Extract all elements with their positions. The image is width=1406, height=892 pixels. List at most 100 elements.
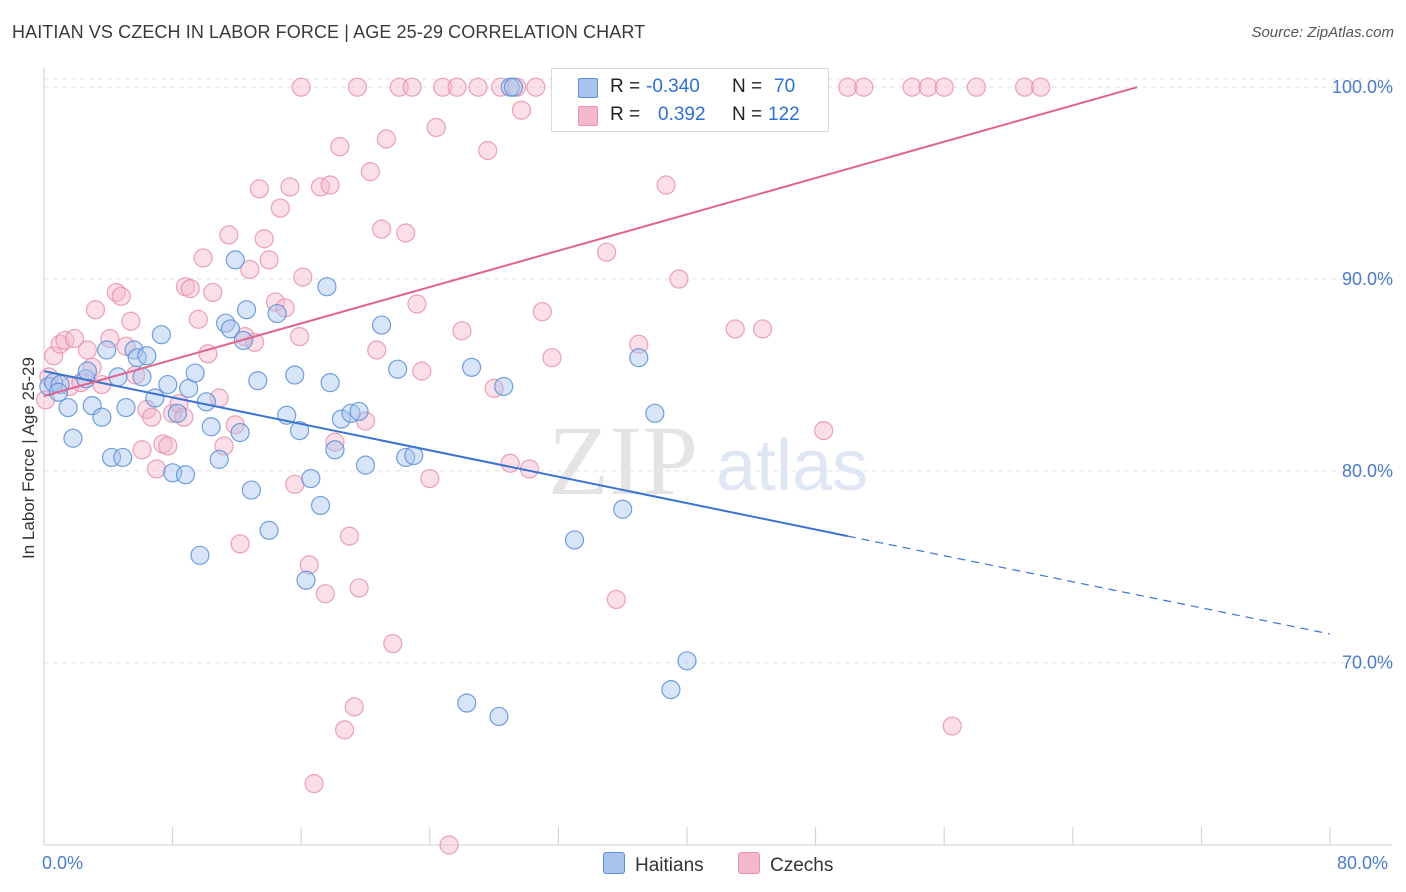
haitians-point	[457, 693, 477, 713]
correlation-legend: R = -0.340 N = 70 R = 0.392 N = 122	[551, 68, 829, 132]
czechs-point	[1014, 77, 1035, 97]
bottom-legend-label-czechs: Czechs	[770, 855, 834, 876]
czechs-point	[542, 348, 562, 368]
trend-lines	[43, 86, 1331, 635]
bottom-legend-czechs: Czechs	[738, 852, 833, 877]
czechs-point	[163, 403, 183, 423]
chart-title: HAITIAN VS CZECH IN LABOR FORCE | AGE 25…	[12, 22, 646, 42]
czechs-point	[752, 319, 773, 339]
bottom-legend-swatch-haitians	[603, 852, 625, 874]
czechs-point	[447, 77, 467, 97]
haitians-point	[489, 706, 509, 727]
watermark: ZIP atlas	[548, 405, 868, 516]
czechs-point	[188, 309, 208, 329]
bottom-legend-haitians: Haitians	[603, 852, 704, 877]
haitians-point	[677, 651, 697, 671]
czechs-point	[383, 633, 403, 654]
czechs-point	[1031, 77, 1051, 97]
czechs-point	[854, 77, 874, 97]
haitians-point	[167, 403, 188, 423]
czechs-point	[289, 326, 310, 347]
czechs-point	[64, 328, 85, 349]
haitians-point	[259, 520, 279, 540]
czechs-point	[280, 177, 300, 197]
czechs-point	[426, 117, 446, 138]
haitians-point	[113, 447, 133, 468]
czechs-point	[132, 440, 152, 460]
legend-swatch-haitians	[578, 78, 598, 98]
haitians-point	[196, 392, 216, 412]
haitians-point	[241, 480, 261, 500]
haitians-point	[236, 300, 257, 320]
haitians-point	[310, 495, 331, 516]
czechs-point	[146, 459, 167, 479]
y-tick-labels: 70.0% 80.0% 90.0% 100.0%	[1332, 77, 1393, 673]
haitians-point	[629, 348, 649, 368]
czechs-point	[966, 77, 986, 97]
y-tick-label: 70.0%	[1342, 653, 1393, 673]
haitians-point	[209, 449, 229, 469]
haitians-point	[201, 417, 221, 437]
y-tick-label: 100.0%	[1332, 77, 1393, 97]
czechs-point	[934, 77, 954, 97]
czechs-point	[918, 77, 938, 97]
czechs-points	[36, 77, 1051, 855]
haitians-point	[185, 363, 205, 383]
axes	[43, 68, 1392, 846]
legend-n-value: 122	[768, 104, 800, 125]
haitians-point	[50, 374, 70, 395]
czechs-point	[77, 340, 98, 360]
haitians-point	[325, 440, 345, 460]
haitians-trend-extension	[847, 535, 1331, 635]
czechs-point	[814, 421, 834, 441]
haitians-point	[371, 315, 392, 335]
legend-n-label: N =	[732, 76, 763, 97]
haitians-point	[349, 401, 369, 422]
czechs-point	[270, 198, 290, 218]
czechs-point	[293, 267, 313, 287]
czechs-point	[291, 77, 311, 97]
haitians-point	[289, 421, 310, 441]
czechs-point	[55, 330, 75, 351]
legend-r-value: -0.340	[646, 76, 700, 97]
czechs-point	[285, 474, 305, 494]
haitians-point	[137, 346, 157, 366]
legend-row-haitians: R = -0.340 N = 70	[552, 73, 828, 101]
haitians-point	[396, 447, 416, 468]
czechs-point	[85, 300, 106, 320]
czechs-point	[360, 162, 380, 182]
haitians-point	[317, 277, 337, 297]
czechs-point	[838, 77, 858, 97]
haitians-trend-line	[43, 370, 848, 538]
czechs-point	[349, 578, 369, 598]
czechs-point	[407, 294, 427, 314]
haitians-point	[63, 428, 83, 448]
haitians-point	[320, 373, 340, 393]
czechs-point	[259, 250, 279, 270]
czechs-point	[347, 77, 368, 97]
czechs-point	[335, 720, 355, 740]
czechs-point	[111, 286, 131, 306]
haitians-point	[301, 468, 321, 489]
czechs-point	[902, 77, 922, 97]
haitians-point	[58, 397, 78, 418]
y-axis-label: In Labor Force | Age 25-29	[19, 357, 38, 559]
czechs-point	[240, 259, 260, 280]
czechs-point	[320, 175, 340, 195]
grid-lines	[44, 78, 1392, 664]
haitians-point	[461, 357, 482, 377]
haitians-point	[158, 374, 178, 395]
haitians-point	[101, 447, 122, 468]
legend-r-value: 0.392	[658, 104, 706, 125]
haitians-point	[190, 545, 210, 565]
haitians-point	[613, 499, 633, 519]
bottom-legend-swatch-czechs	[738, 852, 760, 874]
haitians-point	[331, 409, 351, 429]
czechs-point	[180, 279, 200, 299]
czechs-point	[468, 77, 488, 97]
haitians-point	[92, 407, 112, 427]
czechs-point	[484, 378, 504, 398]
czechs-point	[315, 584, 335, 604]
haitians-point	[267, 303, 287, 324]
czechs-point	[339, 526, 360, 546]
